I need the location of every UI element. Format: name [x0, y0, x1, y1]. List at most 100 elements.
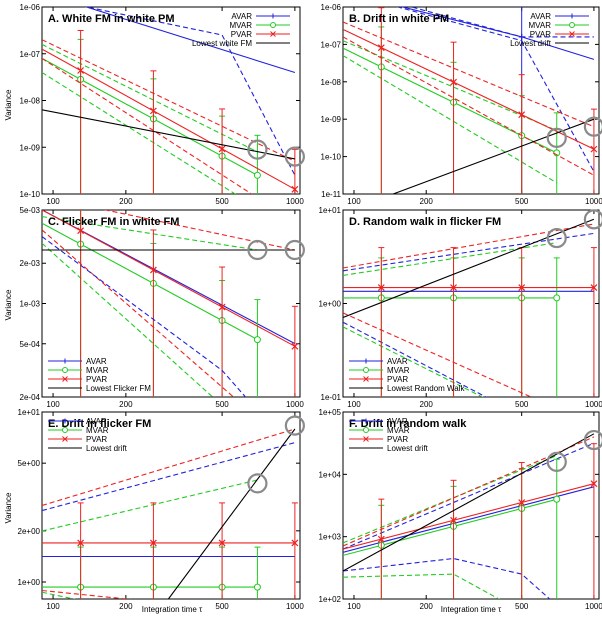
pvar-marker [77, 227, 85, 235]
chart-panel-3: 100 200 500 1000 2e-04 5e-04 1e-03 2e-03 5e-03 C.… [20, 206, 305, 409]
optimum-circle [247, 139, 268, 160]
x-tick-label: 100 [46, 197, 60, 206]
x-tick-label: 200 [119, 197, 133, 206]
pvar-marker [291, 185, 299, 193]
series-avar-bound [343, 321, 488, 397]
legend-entry-label: Lowest Flicker FM [86, 384, 151, 393]
optimum-circle [583, 429, 602, 451]
series-ref-line [391, 118, 595, 194]
legend-entry-label: AVAR [530, 12, 551, 21]
series-ref-line [343, 218, 595, 319]
optimum-circle [284, 239, 305, 261]
y-tick-label: 1e-09 [20, 143, 41, 152]
x-tick-label: 200 [119, 602, 133, 611]
legend-entry-label: AVAR [231, 12, 252, 21]
series-avar-line [84, 7, 296, 74]
y-tick-label: 1e+01 [319, 206, 342, 215]
y-tick-label: 1e+00 [319, 300, 342, 309]
y-tick-label: 1e-08 [321, 78, 342, 87]
legend-entry-label: AVAR [387, 357, 408, 366]
series-mvar-bound [42, 72, 237, 194]
legend-entry-label: MVAR [387, 426, 410, 435]
x-tick-label: 1000 [585, 197, 602, 206]
y-tick-label: 1e+01 [18, 408, 41, 417]
series-mvar-bound [42, 479, 258, 532]
y-tick-label: 1e-01 [321, 393, 342, 402]
x-tick-label: 100 [46, 400, 60, 409]
pvar-marker [218, 303, 226, 311]
mvar-marker [253, 336, 261, 344]
legend-entry-label: PVAR [387, 375, 408, 384]
series-mvar-bound [42, 591, 77, 599]
x-tick-label: 200 [119, 400, 133, 409]
series-mvar-bound [42, 43, 258, 153]
legend-entry-label: Lowest drift [387, 444, 429, 453]
legend-entry-label: PVAR [530, 30, 551, 39]
chart-title: D. Random walk in flicker FM [349, 216, 501, 228]
x-tick-label: 200 [420, 400, 434, 409]
pvar-marker [518, 284, 526, 292]
legend-marker [270, 31, 276, 37]
optimum-circle [546, 451, 567, 472]
chart-title: A. White FM in white PM [48, 13, 175, 25]
y-tick-label: 1e-10 [20, 190, 41, 199]
pvar-marker [291, 342, 299, 350]
optimum-circle [247, 473, 268, 494]
y-tick-label: 1e-06 [321, 3, 342, 12]
legend-entry-label: MVAR [387, 366, 410, 375]
series-pvar-bound [103, 210, 296, 251]
pvar-marker [218, 145, 226, 153]
mvar-marker [553, 294, 561, 302]
y-tick-label: 1e+02 [319, 595, 342, 604]
x-tick-label: 500 [515, 400, 529, 409]
series-ref-line [42, 109, 296, 160]
y-tick-label: 2e-03 [20, 259, 41, 268]
series-mvar-bound [343, 55, 557, 184]
series-ref-line [167, 428, 296, 599]
series-pvar-line [343, 483, 595, 550]
series-pvar-bound [42, 428, 296, 507]
x-tick-label: 100 [347, 602, 361, 611]
legend-entry-label: PVAR [387, 435, 408, 444]
y-tick-label: 1e+03 [319, 533, 342, 542]
x-tick-label: 500 [215, 602, 229, 611]
legend-entry-label: AVAR [86, 417, 107, 426]
y-tick-label: 1e-06 [20, 3, 41, 12]
pvar-marker [518, 499, 526, 506]
optimum-circle [284, 415, 305, 436]
optimum-circle [583, 116, 602, 137]
series-avar-bound [343, 557, 551, 599]
x-tick-label: 100 [46, 602, 60, 611]
chart-panel-1: 100 200 500 1000 1e-10 1e-09 1e-08 1e-07 1e-06 A.… [20, 3, 305, 206]
pvar-marker [590, 145, 598, 153]
x-tick-label: 500 [515, 197, 529, 206]
legend-entry-label: PVAR [86, 375, 107, 384]
pvar-marker [590, 284, 598, 292]
series-avar-bound [343, 232, 594, 272]
series-pvar-line [42, 210, 296, 347]
x-tick-label: 1000 [286, 400, 304, 409]
y-tick-label: 5e-04 [20, 340, 41, 349]
pvar-marker [377, 44, 385, 52]
optimum-circle [546, 127, 567, 148]
legend-entry-label: MVAR [86, 426, 109, 435]
pvar-marker [450, 516, 457, 524]
x-tick-label: 1000 [585, 602, 602, 611]
legend-entry-label: AVAR [86, 357, 107, 366]
pvar-marker [149, 539, 157, 547]
optimum-circle [583, 209, 602, 230]
legend-marker [62, 376, 68, 382]
y-tick-label: 1e-10 [321, 153, 342, 162]
mvar-marker [253, 583, 261, 591]
legend-marker [363, 367, 369, 373]
legend-marker [569, 22, 575, 28]
y-tick-label: 2e+00 [18, 527, 41, 536]
y-tick-label: 2e-04 [20, 393, 41, 402]
series-avar-bound [343, 442, 595, 550]
x-tick-label: 100 [347, 197, 361, 206]
legend-entry-label: AVAR [387, 417, 408, 426]
